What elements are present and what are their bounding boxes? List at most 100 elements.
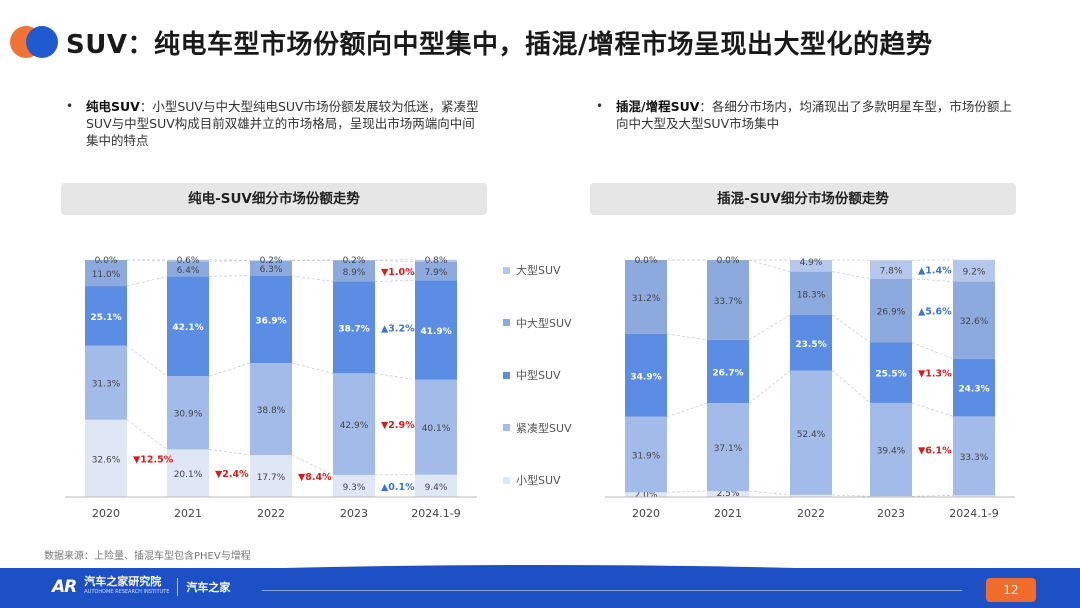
bar-segment xyxy=(333,260,375,282)
data-label: 0.0% xyxy=(635,256,658,266)
connector-line xyxy=(126,345,168,377)
data-label: 42.9% xyxy=(340,421,369,431)
connector-line xyxy=(831,494,871,497)
connector-line xyxy=(831,314,871,343)
bullet-dot-icon: • xyxy=(596,99,604,113)
change-annotation: ▼2.4% xyxy=(215,469,249,480)
connector-line xyxy=(291,275,334,282)
data-label: 7.9% xyxy=(425,268,448,278)
x-tick-label: 2020 xyxy=(632,507,660,520)
bullet-phev-bold: 插混/增程SUV xyxy=(616,99,700,114)
data-label: 42.1% xyxy=(172,323,203,333)
connector-line xyxy=(374,280,416,282)
data-label: 25.1% xyxy=(90,313,121,323)
bullet-dot-icon: • xyxy=(66,99,74,113)
data-label: 32.6% xyxy=(960,317,989,327)
bar-segment xyxy=(333,373,375,475)
title-bar: SUV：纯电车型市场份额向中型集中，插混/增程市场呈现出大型化的趋势 xyxy=(0,18,1080,66)
bar-segment xyxy=(953,358,995,417)
change-annotation: ▼8.4% xyxy=(298,472,332,483)
bar-segment xyxy=(415,474,457,497)
connector-line xyxy=(748,259,791,272)
bar-segment xyxy=(250,275,292,364)
logo-separator xyxy=(177,578,179,596)
bar-segment xyxy=(415,259,457,262)
bar-segment xyxy=(333,281,375,374)
data-label: 20.1% xyxy=(174,470,203,480)
bullet-bev-text: ：小型SUV与中大型纯电SUV市场份额发展较为低迷，紧凑型SUV与中型SUV构成… xyxy=(86,99,479,148)
legend-item: 中型SUV xyxy=(503,367,561,383)
data-label: 26.7% xyxy=(712,369,743,379)
footer-logo: AR 汽车之家研究院 AUTOHOME RESEARCH INSTITUTE 汽… xyxy=(52,576,230,598)
data-label: 9.3% xyxy=(343,483,366,493)
data-label: 0.2% xyxy=(343,256,366,266)
connector-line xyxy=(374,372,416,381)
connector-line xyxy=(208,362,251,377)
data-label: 18.3% xyxy=(797,290,826,300)
brand-sub: AUTOHOME RESEARCH INSTITUTE xyxy=(84,589,170,595)
change-annotation: ▲3.2% xyxy=(381,323,415,334)
data-label: 31.3% xyxy=(92,380,121,390)
bar-segment xyxy=(870,260,912,279)
data-label: 6.4% xyxy=(177,266,200,276)
bar-segment xyxy=(870,278,912,343)
connector-line xyxy=(748,490,791,496)
bullet-phev: • 插混/增程SUV：各细分市场内，均涌现出了多款明星车型，市场份额上向中大型及… xyxy=(596,98,1016,132)
data-label: 2.0% xyxy=(635,490,658,500)
data-label: 11.0% xyxy=(92,270,121,280)
data-label: 0.0% xyxy=(95,256,118,266)
connector-line xyxy=(291,362,334,374)
data-label: 32.6% xyxy=(92,455,121,465)
bar-segment xyxy=(85,260,127,287)
legend-swatch-icon xyxy=(503,424,510,431)
chart-bev: 32.6% 31.3% 25.1% 11.0% 0.0% 20.1% 30.9% 42.1% 6… xyxy=(65,256,477,520)
data-label: 26.9% xyxy=(877,308,906,318)
page-title: SUV：纯电车型市场份额向中型集中，插混/增程市场呈现出大型化的趋势 xyxy=(66,30,933,60)
bar-segment xyxy=(85,286,127,346)
bullet-bev: • 纯电SUV：小型SUV与中大型纯电SUV市场份额发展较为低迷，紧凑型SUV与… xyxy=(66,98,486,149)
data-label: 6.3% xyxy=(260,265,283,275)
legend-item: 大型SUV xyxy=(503,262,561,278)
brand2-name: 汽车之家 xyxy=(186,581,231,594)
bar-segment xyxy=(953,259,995,282)
legend-label: 小型SUV xyxy=(516,474,561,487)
x-tick-label: 2021 xyxy=(714,507,742,520)
brand-name: 汽车之家研究院 xyxy=(84,575,162,588)
data-label: 33.3% xyxy=(960,453,989,463)
connector-line xyxy=(666,490,708,493)
legend-label: 中型SUV xyxy=(516,369,561,382)
legend-label: 紧凑型SUV xyxy=(516,421,572,435)
connector-line xyxy=(831,370,871,404)
legend-item: 中大型SUV xyxy=(503,315,572,331)
bullet-phev-text: ：各细分市场内，均涌现出了多款明星车型，市场份额上向中大型及大型SUV市场集中 xyxy=(616,99,1012,131)
change-annotation: ▲1.4% xyxy=(918,265,952,276)
data-label: 52.4% xyxy=(797,430,826,440)
x-tick-label: 2022 xyxy=(257,507,285,520)
data-label: 0.2% xyxy=(260,256,283,266)
bar-segment xyxy=(953,495,995,497)
data-label: 17.7% xyxy=(257,473,286,483)
bar-segment xyxy=(167,449,209,497)
bar-segment xyxy=(415,261,457,281)
data-label: 7.8% xyxy=(880,266,903,276)
connector-line xyxy=(666,333,708,341)
data-label: 25.5% xyxy=(875,370,906,380)
data-label: 33.7% xyxy=(714,297,743,307)
bar-segment xyxy=(167,259,209,262)
bar-segment xyxy=(707,339,749,404)
data-label: 37.1% xyxy=(714,444,743,454)
bar-segment xyxy=(790,370,832,495)
change-annotation: ▲5.6% xyxy=(918,307,952,318)
bar-segment xyxy=(870,402,912,497)
connector-line xyxy=(126,419,168,450)
x-tick-label: 2023 xyxy=(877,507,905,520)
bar-segment xyxy=(250,260,292,276)
title-blue-dot-icon xyxy=(26,26,58,58)
chart-bev-title: 纯电-SUV细分市场份额走势 xyxy=(61,183,487,215)
bar-segment xyxy=(625,416,667,493)
legend: 大型SUV 中大型SUV 中型SUV 紧凑型SUV 小型SUV xyxy=(503,262,593,492)
data-label: 34.9% xyxy=(630,372,661,382)
data-label: 31.9% xyxy=(632,451,661,461)
legend-item: 紧凑型SUV xyxy=(503,420,572,436)
data-label: 23.5% xyxy=(795,340,826,350)
